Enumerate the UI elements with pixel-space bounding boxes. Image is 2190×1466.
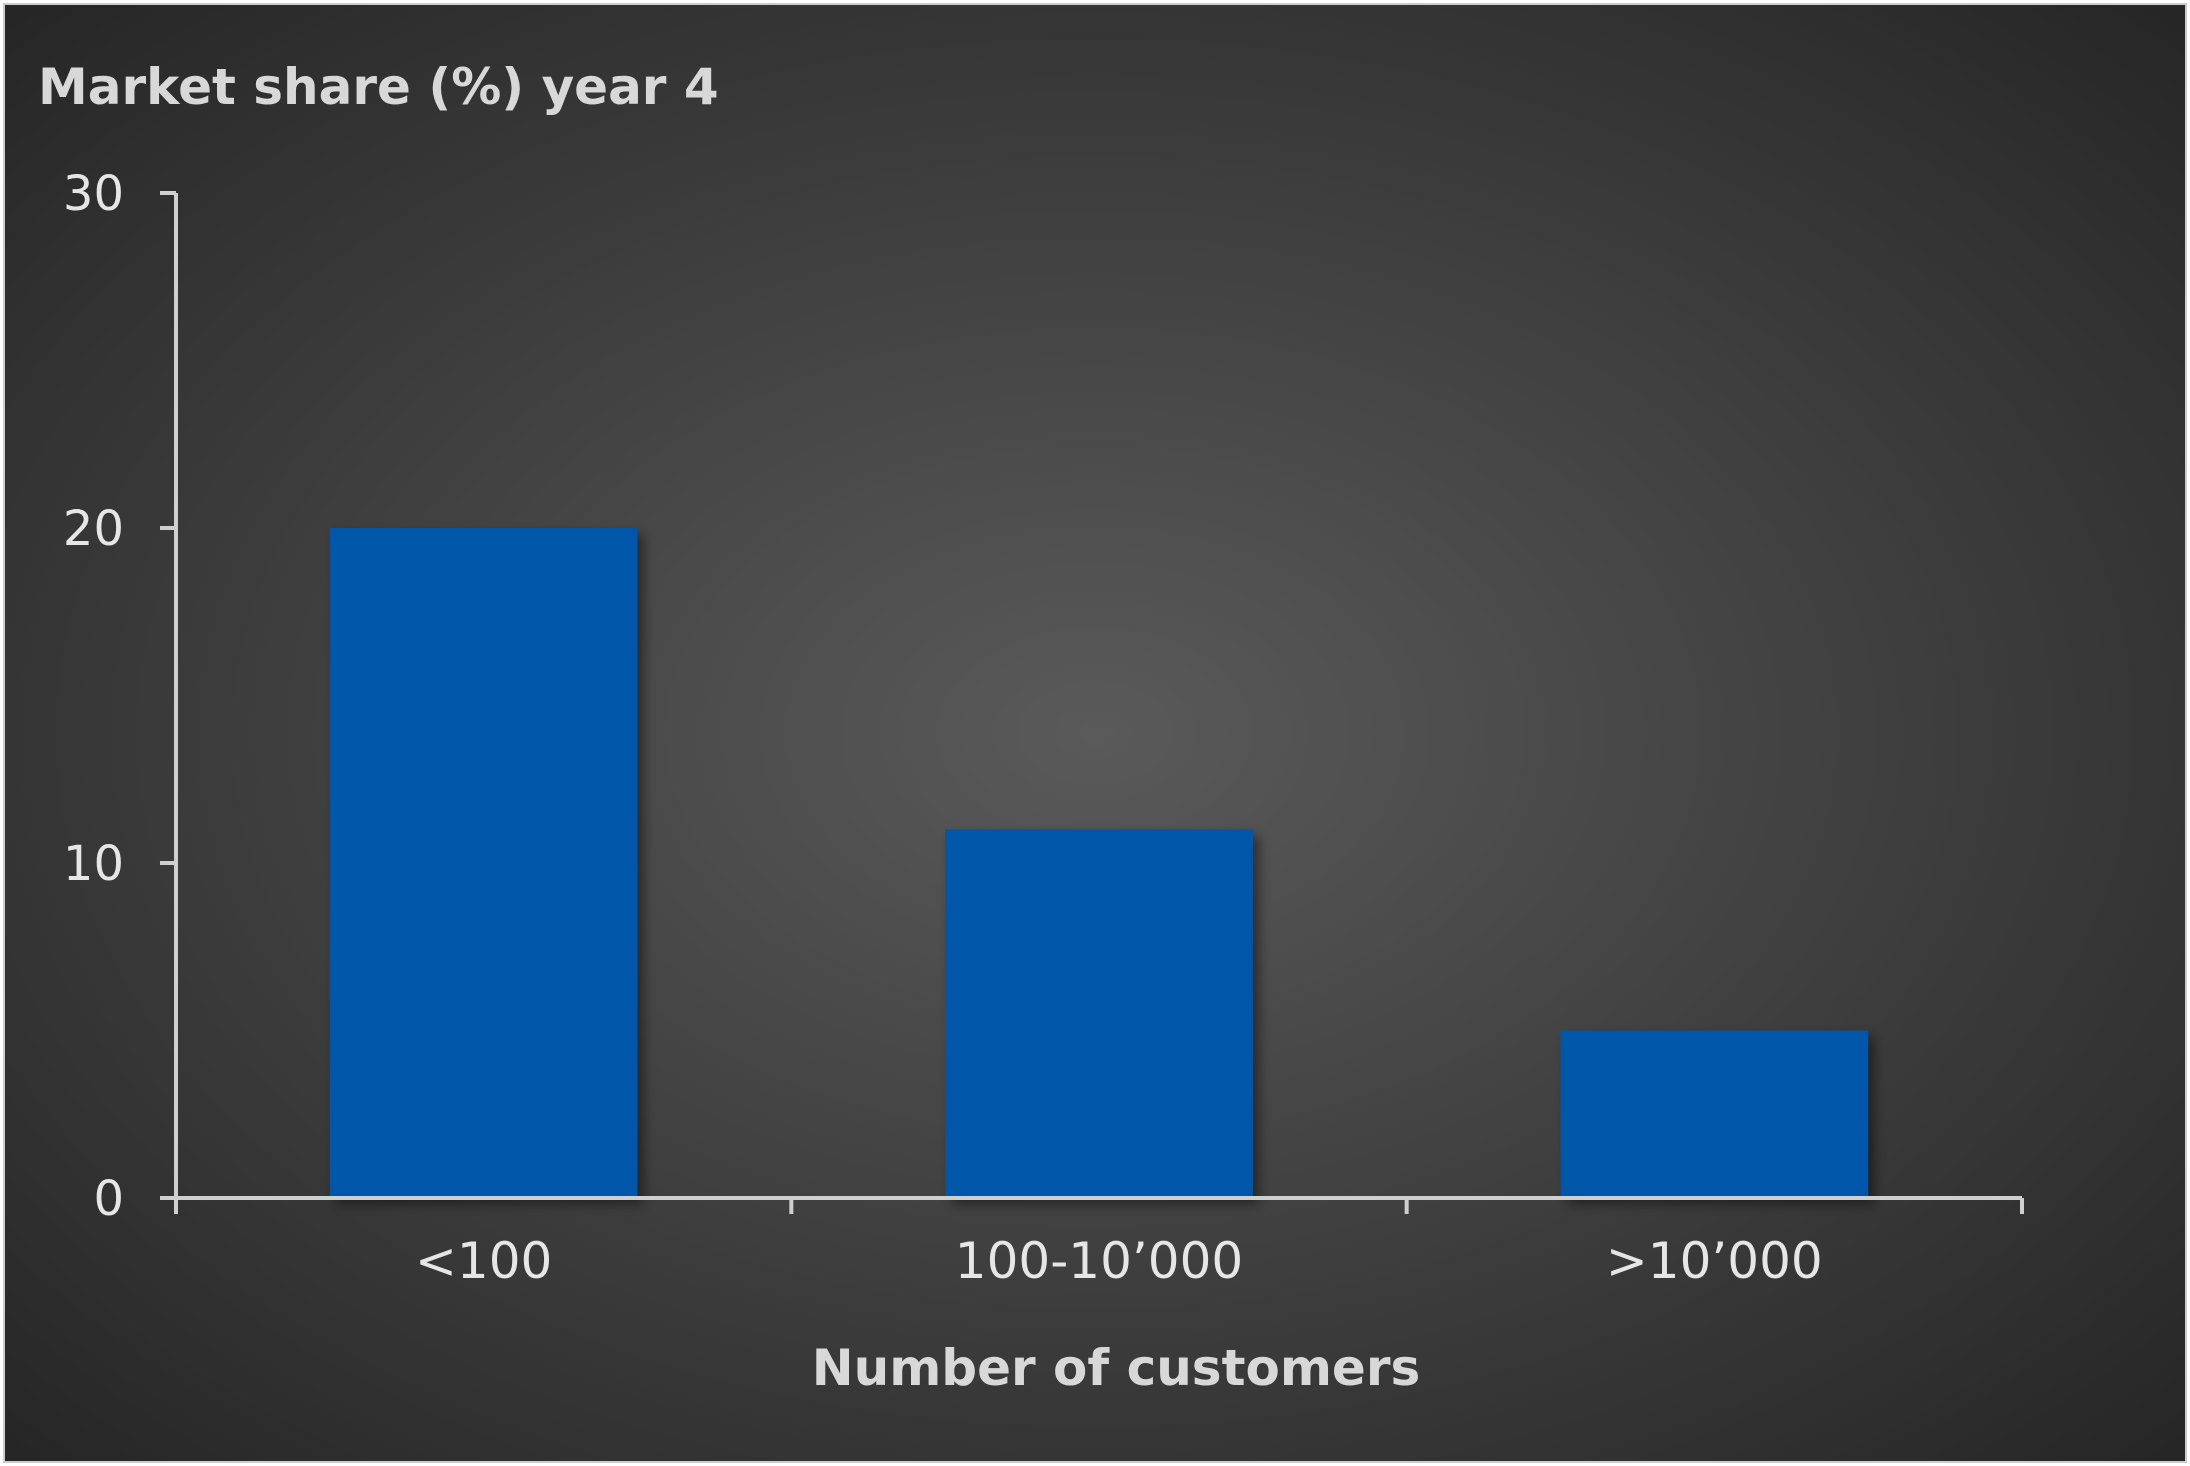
chart-title: Market share (%) year 4 [38,58,719,116]
y-tick-label: 10 [63,836,124,892]
x-tick-label: 100-10’000 [955,1232,1243,1290]
y-tick-label: 30 [63,166,124,222]
x-tick-label: <100 [415,1232,552,1290]
bar-2 [1560,1030,1869,1198]
x-ticks-group: <100 100-10’000 >10’000 [174,1198,2024,1290]
bar-0 [329,528,638,1198]
x-axis-label: Number of customers [812,1339,1421,1397]
y-ticks-group: 0 10 20 30 [63,166,176,1227]
y-tick-label: 0 [93,1171,124,1227]
y-tick-label: 20 [63,501,124,557]
x-tick-label: >10’000 [1606,1232,1823,1290]
axes-group [160,193,2022,1212]
bar-1 [945,829,1253,1198]
bars-group [329,528,1869,1198]
